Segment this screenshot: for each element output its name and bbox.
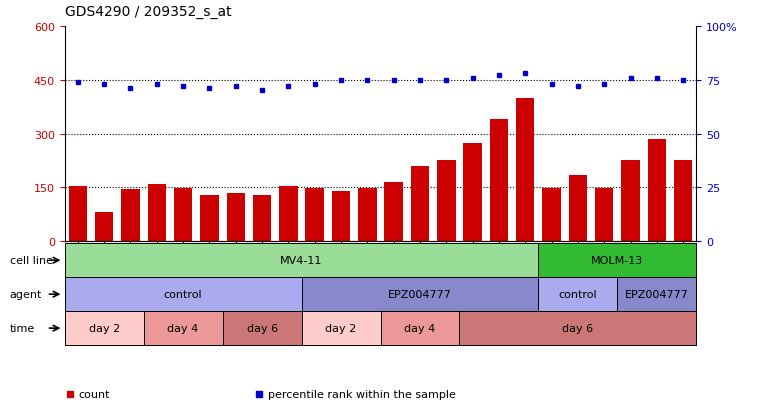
Text: time: time	[10, 323, 35, 333]
Bar	[490, 120, 508, 242]
Text: control: control	[559, 290, 597, 299]
Bar	[68, 186, 87, 242]
Text: MV4-11: MV4-11	[280, 256, 323, 266]
Text: agent: agent	[10, 290, 42, 299]
Bar	[595, 189, 613, 242]
Text: day 2: day 2	[326, 323, 357, 333]
Text: percentile rank within the sample: percentile rank within the sample	[268, 389, 456, 399]
Bar	[253, 196, 271, 242]
Bar	[463, 143, 482, 242]
Bar	[95, 213, 113, 242]
Bar	[174, 189, 193, 242]
Text: cell line: cell line	[10, 256, 53, 266]
Text: day 6: day 6	[562, 323, 594, 333]
Bar	[148, 184, 166, 242]
Bar	[648, 140, 666, 242]
Text: count: count	[78, 389, 110, 399]
Bar	[674, 161, 693, 242]
Bar	[332, 192, 350, 242]
Bar	[200, 196, 218, 242]
Bar	[384, 183, 403, 242]
Text: day 4: day 4	[404, 323, 435, 333]
Bar	[516, 98, 534, 242]
Bar	[358, 189, 377, 242]
Bar	[568, 176, 587, 242]
Bar	[305, 189, 324, 242]
Bar	[279, 186, 298, 242]
Text: EPZ004777: EPZ004777	[625, 290, 689, 299]
Text: day 4: day 4	[167, 323, 199, 333]
Bar	[543, 189, 561, 242]
Bar	[437, 161, 456, 242]
Text: day 2: day 2	[88, 323, 119, 333]
Bar	[621, 161, 640, 242]
Bar	[121, 190, 140, 242]
Text: control: control	[164, 290, 202, 299]
Bar	[411, 166, 429, 242]
Text: MOLM-13: MOLM-13	[591, 256, 644, 266]
Text: EPZ004777: EPZ004777	[388, 290, 452, 299]
Text: GDS4290 / 209352_s_at: GDS4290 / 209352_s_at	[65, 5, 231, 19]
Bar	[227, 193, 245, 242]
Text: day 6: day 6	[247, 323, 278, 333]
